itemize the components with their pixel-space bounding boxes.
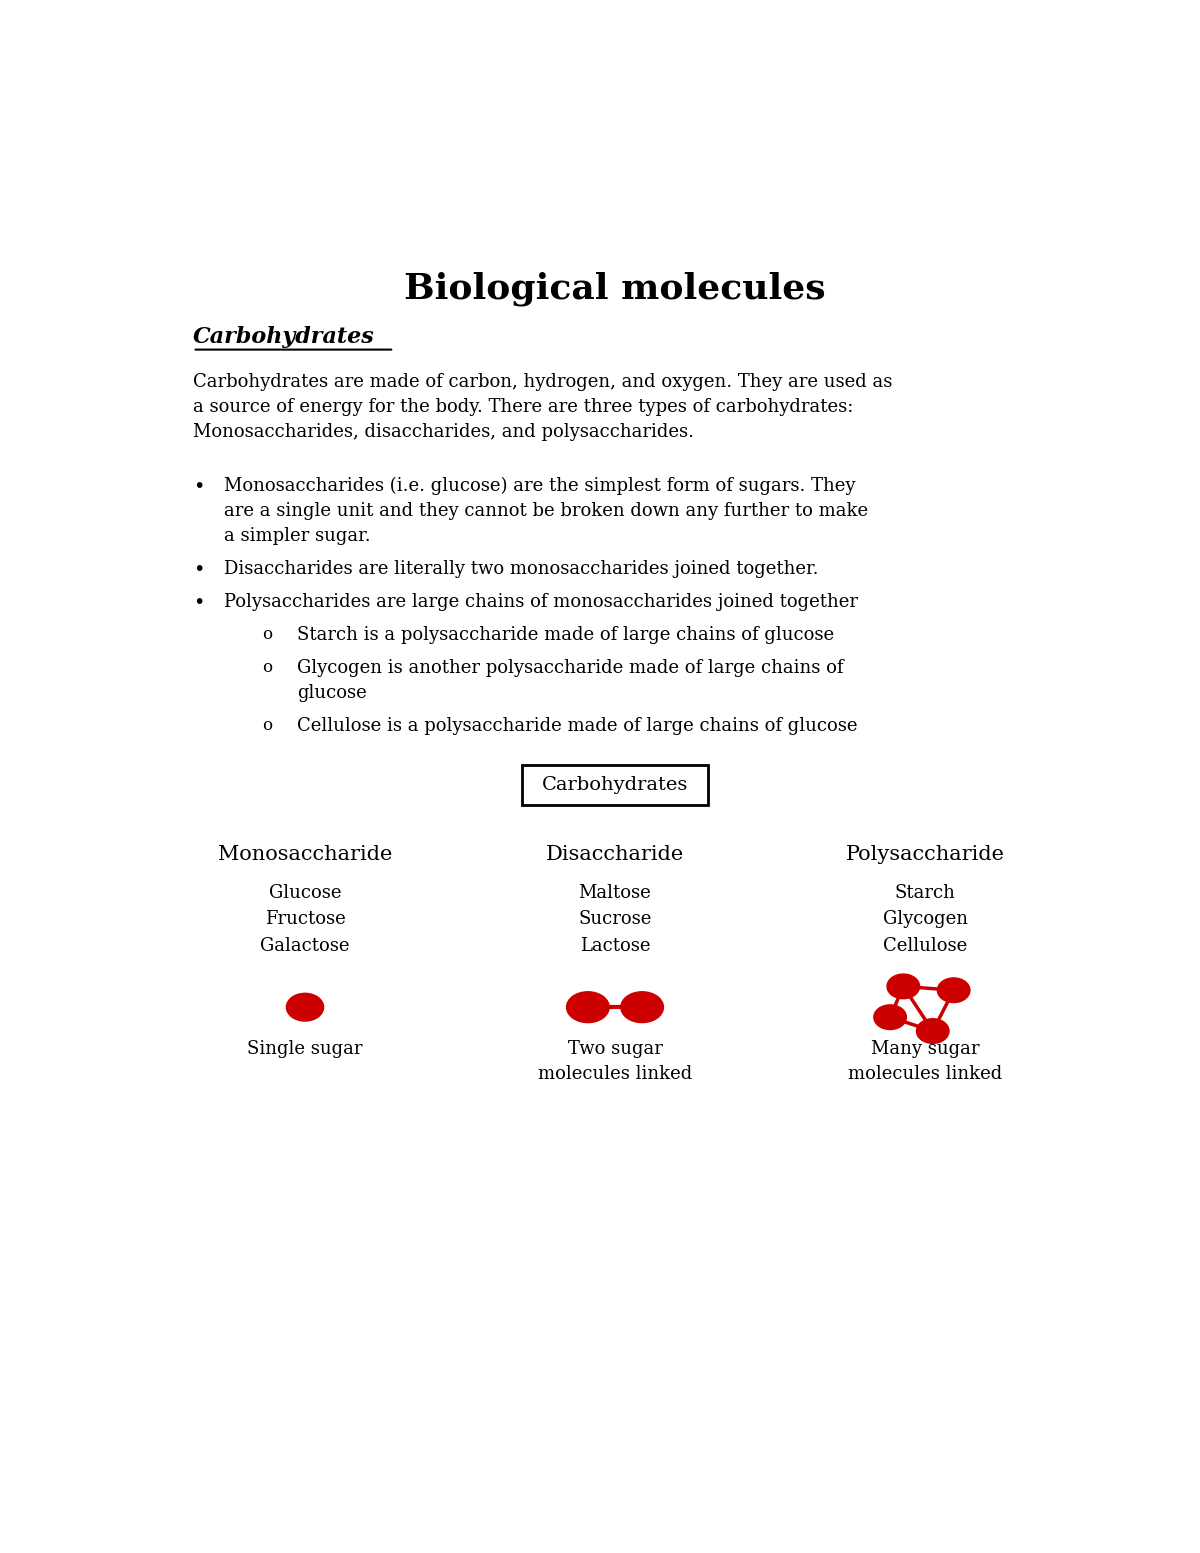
Text: Disaccharide: Disaccharide: [546, 845, 684, 865]
Ellipse shape: [620, 992, 664, 1022]
Text: Glucose
Fructose
Galactose: Glucose Fructose Galactose: [260, 884, 349, 955]
Text: Carbohydrates: Carbohydrates: [542, 775, 688, 794]
Text: Two sugar
molecules linked: Two sugar molecules linked: [538, 1039, 692, 1082]
Text: Many sugar
molecules linked: Many sugar molecules linked: [848, 1039, 1002, 1082]
Ellipse shape: [917, 1019, 949, 1044]
Text: •: •: [193, 559, 204, 579]
Text: •: •: [193, 593, 204, 612]
Text: •: •: [193, 477, 204, 495]
Text: Carbohydrates: Carbohydrates: [193, 326, 374, 348]
Text: Starch is a polysaccharide made of large chains of glucose: Starch is a polysaccharide made of large…: [298, 626, 834, 644]
Text: Disaccharides are literally two monosaccharides joined together.: Disaccharides are literally two monosacc…: [223, 559, 818, 578]
Ellipse shape: [566, 992, 610, 1022]
Ellipse shape: [287, 994, 324, 1020]
Text: Maltose
Sucrose
Lactose: Maltose Sucrose Lactose: [578, 884, 652, 955]
Text: Single sugar: Single sugar: [247, 1039, 362, 1058]
Text: Monosaccharides (i.e. glucose) are the simplest form of sugars. They
are a singl: Monosaccharides (i.e. glucose) are the s…: [223, 477, 868, 545]
FancyBboxPatch shape: [522, 764, 708, 804]
Text: Starch
Glycogen
Cellulose: Starch Glycogen Cellulose: [882, 884, 967, 955]
Text: o: o: [263, 717, 272, 735]
Ellipse shape: [937, 978, 970, 1003]
Text: o: o: [263, 658, 272, 676]
Ellipse shape: [887, 974, 919, 999]
Text: Polysaccharide: Polysaccharide: [846, 845, 1004, 865]
Text: Monosaccharide: Monosaccharide: [218, 845, 392, 865]
Ellipse shape: [874, 1005, 906, 1030]
Text: Biological molecules: Biological molecules: [404, 272, 826, 306]
Text: Carbohydrates are made of carbon, hydrogen, and oxygen. They are used as
a sourc: Carbohydrates are made of carbon, hydrog…: [193, 373, 892, 441]
Text: o: o: [263, 626, 272, 643]
Text: Glycogen is another polysaccharide made of large chains of
glucose: Glycogen is another polysaccharide made …: [298, 658, 844, 702]
Text: Cellulose is a polysaccharide made of large chains of glucose: Cellulose is a polysaccharide made of la…: [298, 717, 858, 735]
Text: Polysaccharides are large chains of monosaccharides joined together: Polysaccharides are large chains of mono…: [223, 593, 858, 610]
